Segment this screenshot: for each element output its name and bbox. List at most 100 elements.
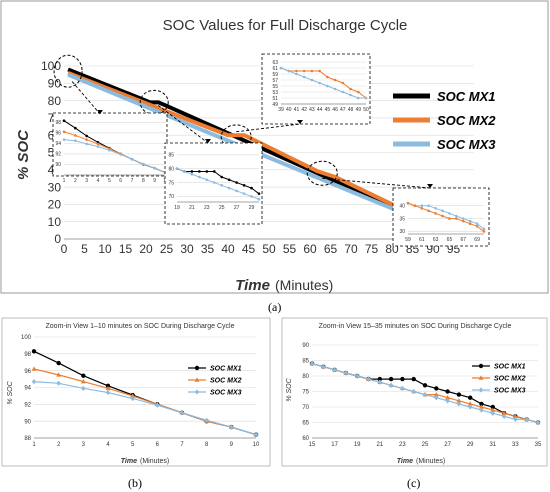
y-tick-label: 100 (21, 335, 32, 341)
x-tick-label: 75 (365, 242, 379, 256)
zoom-arrowhead (427, 184, 433, 188)
inset-4: 30 35 40 59 61 63 65 67 69 (322, 178, 490, 247)
y-tick-label: 80 (48, 94, 62, 108)
inset-data-point (212, 181, 216, 184)
x-tick-label: 30 (180, 242, 194, 256)
y-tick-label: 98 (55, 120, 61, 126)
x-tick-label: 9 (230, 442, 234, 448)
data-point (434, 395, 439, 401)
inset-data-point (406, 201, 410, 205)
y-tick-label: 96 (24, 369, 31, 375)
x-tick-label: 5 (131, 442, 135, 448)
inset-data-point (235, 189, 238, 193)
x-tick-label: 60 (303, 242, 317, 256)
y-tick-label: 90 (302, 343, 309, 349)
inset-data-point (441, 209, 444, 213)
data-point (388, 376, 394, 382)
data-point (194, 377, 200, 382)
data-point (434, 386, 439, 391)
x-tick-label: 1 (63, 178, 66, 184)
data-point (194, 389, 200, 395)
x-tick-label: 47 (340, 107, 346, 113)
data-point (179, 410, 185, 416)
x-tick-label: 8 (205, 442, 209, 448)
legend-label: SOC MX3 (494, 388, 526, 395)
inset-data-point (130, 157, 134, 161)
x-tick-label: 4 (106, 442, 110, 448)
inset-data-point (242, 192, 246, 195)
inset-series-line (176, 168, 260, 200)
y-tick-label: 20 (48, 198, 62, 212)
inset-data-point (448, 217, 451, 220)
inset-data-point (62, 130, 66, 134)
x-tick-label: 8 (142, 178, 145, 184)
inset-data-point (220, 184, 224, 187)
data-point (377, 379, 382, 385)
inset-data-point (468, 219, 472, 223)
x-tick-label: 29 (249, 205, 255, 211)
inset-data-point (310, 69, 314, 73)
zoom-connector (153, 101, 209, 144)
x-tick-label: 67 (460, 237, 466, 243)
inset-border (261, 53, 371, 125)
x-tick-label: 20 (139, 242, 153, 256)
panel-a-insets: 9092949698123456789107075808519212325272… (52, 53, 490, 247)
panel-a-ylabel: % SOC (15, 129, 32, 180)
data-point (81, 373, 86, 378)
panel-a-xlabel: Time (235, 277, 270, 294)
data-point (513, 416, 518, 423)
x-tick-label: 7 (131, 178, 134, 184)
x-tick-label: 41 (294, 107, 300, 113)
y-tick-label: 94 (24, 386, 31, 392)
inset-data-point (153, 166, 156, 170)
inset-data-point (434, 212, 437, 215)
y-tick-label: 70 (302, 405, 309, 411)
x-tick-label: 55 (283, 242, 297, 256)
panel-b-xlabel: Time (121, 458, 137, 465)
y-tick-label: 60 (302, 436, 309, 442)
panel-b-title: Zoom-in View 1–10 minutes on SOC During … (46, 323, 235, 330)
y-tick-label: 53 (272, 90, 278, 96)
inset-data-point (333, 87, 337, 91)
data-point (31, 378, 37, 385)
data-point (155, 402, 160, 408)
legend-label: SOC MX2 (494, 376, 526, 383)
inset-data-point (349, 87, 352, 91)
data-point (456, 398, 462, 403)
x-tick-label: 45 (242, 242, 256, 256)
inset-data-point (198, 170, 201, 173)
legend-label: SOC MX1 (494, 364, 526, 371)
data-point (56, 380, 61, 386)
inset-data-point (364, 96, 368, 100)
y-tick-label: 88 (24, 436, 31, 442)
panel-a-xlabel-unit: (Minutes) (275, 277, 333, 293)
y-tick-label: 100 (41, 59, 61, 73)
zoom-connector (236, 123, 301, 133)
y-tick-label: 98 (24, 352, 31, 358)
inset-data-point (434, 206, 437, 210)
inset-data-point (250, 195, 253, 198)
x-tick-label: 25 (160, 242, 174, 256)
panel-b-plot: 88 90 92 94 96 98 100 1 2 3 4 5 6 7 8 9 10 (21, 335, 260, 448)
inset-data-point (349, 93, 352, 97)
x-tick-label: 25 (422, 442, 429, 448)
inset-1: 909294969812345678910 (52, 81, 169, 184)
x-tick-label: 19 (354, 442, 361, 448)
data-point (355, 373, 360, 379)
y-tick-label: 92 (55, 152, 61, 158)
x-tick-label: 21 (189, 205, 195, 211)
x-tick-label: 5 (81, 242, 88, 256)
y-tick-label: 80 (302, 374, 309, 380)
inset-data-point (85, 134, 88, 138)
x-tick-label: 31 (489, 442, 496, 448)
inset-data-point (461, 219, 465, 223)
inset-data-point (96, 142, 100, 146)
data-point (400, 376, 405, 382)
x-tick-label: 70 (344, 242, 358, 256)
panel-a-legend: SOC MX1 SOC MX2 SOC MX3 (393, 89, 496, 152)
inset-2: 70 75 80 85 19 21 23 25 27 29 (153, 101, 263, 225)
y-tick-label: 10 (48, 215, 62, 229)
y-tick-label: 55 (272, 84, 278, 90)
inset-data-point (341, 90, 345, 94)
inset-data-point (475, 224, 479, 228)
